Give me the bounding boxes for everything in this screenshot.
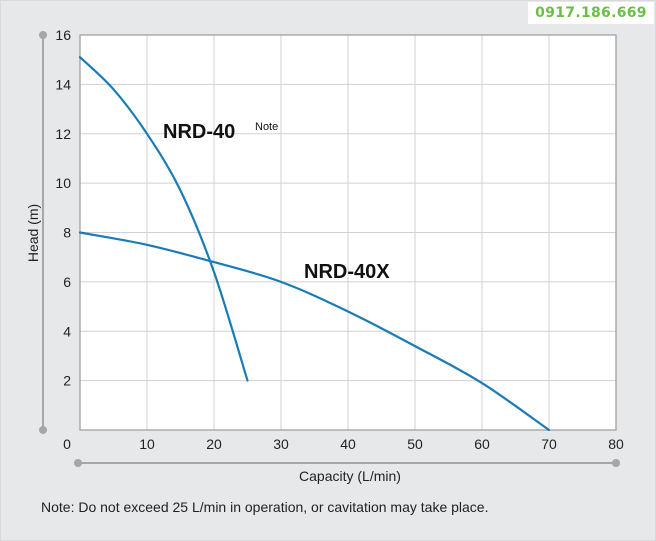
y-tick-label: 4 — [63, 323, 71, 339]
series-labels: NRD-40 Note NRD-40X — [163, 121, 390, 283]
y-axis-title: Head (m) — [25, 204, 41, 262]
series-line-1 — [78, 56, 249, 382]
x-axis-title: Capacity (L/min) — [299, 468, 401, 484]
axes: 0 10 20 30 40 50 60 70 80 2 4 6 8 10 12 14 16 Capacity (L… — [25, 27, 624, 484]
grid — [79, 34, 617, 431]
footnote: Note: Do not exceed 25 L/min in operatio… — [41, 499, 489, 515]
y-axis-end-dot — [39, 31, 47, 39]
series-label-2: NRD-40X — [304, 261, 390, 283]
x-tick-label: 80 — [608, 436, 624, 452]
x-tick-label: 30 — [273, 436, 289, 452]
x-tick-label: 40 — [340, 436, 356, 452]
phone-watermark: 0917.186.669 — [528, 2, 654, 24]
y-axis-end-dot — [39, 426, 47, 434]
x-axis-end-dot — [74, 459, 82, 467]
series-group — [78, 56, 551, 432]
series-label-1: NRD-40 — [163, 121, 235, 143]
y-tick-label: 14 — [55, 76, 71, 92]
y-tick-label: 2 — [63, 373, 71, 389]
y-tick-label: 8 — [63, 225, 71, 241]
x-tick-label: 70 — [541, 436, 557, 452]
y-tick-label: 10 — [55, 175, 71, 191]
y-tick-label: 16 — [55, 27, 71, 43]
x-tick-label: 20 — [206, 436, 222, 452]
x-tick-label: 50 — [407, 436, 423, 452]
x-axis-end-dot — [612, 459, 620, 467]
y-tick-label: 12 — [55, 126, 71, 142]
series-line-2 — [78, 231, 551, 432]
x-tick-label: 60 — [474, 436, 490, 452]
x-tick-label: 0 — [63, 436, 71, 452]
x-tick-label: 10 — [139, 436, 155, 452]
y-tick-label: 6 — [63, 274, 71, 290]
series-label-1-superscript: Note — [255, 121, 278, 133]
